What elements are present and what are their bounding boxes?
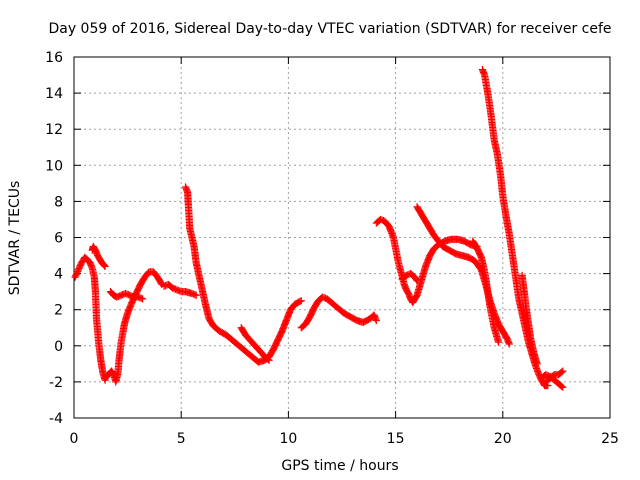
data-series-track-4 bbox=[106, 288, 147, 303]
data-point-marker bbox=[372, 316, 380, 325]
data-point-marker bbox=[192, 291, 200, 299]
data-series-track-14 bbox=[518, 271, 541, 368]
data-series-track-11 bbox=[413, 203, 513, 348]
data-point-marker bbox=[297, 297, 305, 305]
axis-ticks bbox=[73, 56, 611, 419]
data-point-marker bbox=[139, 295, 147, 303]
x-tick-label: 5 bbox=[177, 431, 186, 447]
y-tick-label: 4 bbox=[54, 267, 63, 283]
data-series bbox=[71, 66, 567, 391]
data-series-track-16 bbox=[542, 367, 567, 386]
data-series-track-10 bbox=[398, 270, 421, 285]
x-tick-label: 15 bbox=[387, 431, 405, 447]
x-tick-label: 25 bbox=[601, 431, 619, 447]
data-point-marker bbox=[265, 356, 273, 364]
y-tick-label: 6 bbox=[54, 231, 63, 247]
data-point-marker bbox=[494, 338, 503, 346]
y-axis-label: SDTVAR / TECUs bbox=[7, 181, 23, 296]
data-series-track-13 bbox=[478, 66, 552, 390]
data-point-marker bbox=[559, 383, 567, 391]
data-point-marker bbox=[477, 252, 485, 260]
data-point-marker bbox=[264, 355, 272, 363]
grid bbox=[74, 57, 610, 418]
data-point-marker bbox=[412, 292, 420, 301]
data-point-marker bbox=[137, 294, 145, 302]
data-series-track-7 bbox=[237, 324, 273, 364]
y-tick-label: -2 bbox=[49, 375, 63, 391]
y-tick-label: 12 bbox=[45, 122, 63, 138]
y-tick-label: 2 bbox=[54, 303, 63, 319]
data-point-marker bbox=[277, 329, 285, 337]
data-series-track-6 bbox=[181, 183, 305, 366]
data-point-marker bbox=[559, 367, 567, 375]
y-tick-labels: -4 -2 0 2 4 6 8 10 12 14 16 bbox=[45, 50, 63, 427]
data-series-track-5 bbox=[160, 280, 200, 299]
data-point-marker bbox=[533, 360, 541, 368]
data-point-marker bbox=[558, 382, 566, 391]
data-series-track-1 bbox=[71, 253, 109, 384]
data-point-marker bbox=[100, 261, 108, 270]
x-tick-labels: 0 5 10 15 20 25 bbox=[70, 431, 619, 447]
y-tick-label: 10 bbox=[45, 158, 63, 174]
data-point-marker bbox=[505, 340, 513, 348]
x-tick-label: 0 bbox=[70, 431, 79, 447]
chart-title: Day 059 of 2016, Sidereal Day-to-day VTE… bbox=[48, 21, 611, 37]
data-series-track-2 bbox=[88, 242, 109, 270]
y-tick-label: 0 bbox=[54, 339, 63, 355]
y-tick-label: -4 bbox=[49, 411, 63, 427]
data-point-marker bbox=[109, 369, 117, 378]
data-series-track-12 bbox=[469, 237, 503, 346]
data-point-marker bbox=[412, 276, 420, 284]
x-tick-label: 20 bbox=[494, 431, 512, 447]
y-tick-label: 8 bbox=[54, 194, 63, 210]
data-point-marker bbox=[157, 279, 165, 287]
data-series-track-8 bbox=[297, 293, 380, 332]
y-tick-label: 14 bbox=[45, 86, 63, 102]
data-point-marker bbox=[558, 368, 566, 376]
data-series-track-3 bbox=[101, 268, 166, 386]
data-series-track-9 bbox=[372, 215, 481, 307]
y-tick-label: 16 bbox=[45, 50, 63, 66]
x-axis-label: GPS time / hours bbox=[281, 458, 398, 474]
data-point-marker bbox=[101, 262, 109, 270]
data-point-marker bbox=[296, 297, 304, 305]
x-tick-label: 10 bbox=[279, 431, 297, 447]
data-point-marker bbox=[413, 277, 421, 285]
